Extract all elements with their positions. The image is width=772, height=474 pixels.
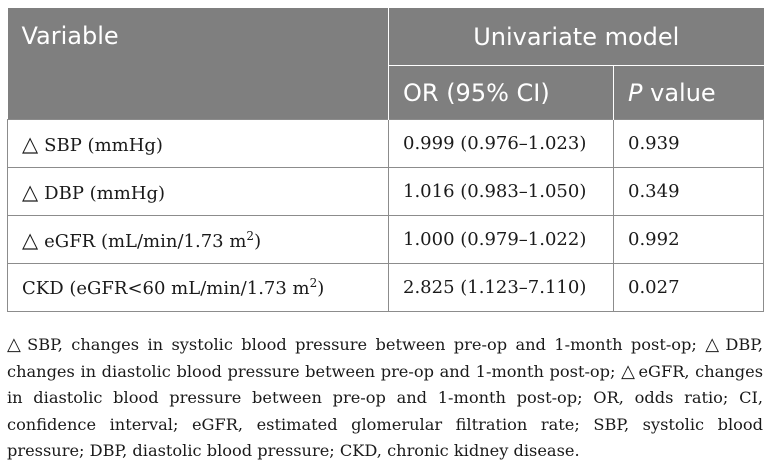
univariate-results-table: Variable Univariate model OR (95% CI) P … — [7, 8, 765, 312]
table-footnote: △ SBP, changes in systolic blood pressure… — [7, 334, 764, 461]
or-cell: 1.016 (0.983–1.050) — [388, 167, 614, 216]
delta-triangle-icon: △ — [22, 227, 39, 252]
variable-cell: △ SBP (mmHg) — [7, 119, 389, 168]
delta-triangle-icon: △ — [7, 334, 25, 355]
or-cell: 0.999 (0.976–1.023) — [388, 119, 614, 168]
results-table-container: Variable Univariate model OR (95% CI) P … — [7, 8, 765, 312]
header-p-value: P value — [612, 65, 764, 120]
table-row: CKD (eGFR<60 mL/min/1.73 m2) 2.825 (1.12… — [7, 263, 765, 312]
delta-triangle-icon: △ — [705, 334, 723, 355]
variable-cell: CKD (eGFR<60 mL/min/1.73 m2) — [7, 263, 389, 312]
variable-cell: △ eGFR (mL/min/1.73 m2) — [7, 215, 389, 264]
header-univariate-model: Univariate model — [388, 8, 764, 66]
header-variable: Variable — [7, 8, 389, 120]
variable-cell: △ DBP (mmHg) — [7, 167, 389, 216]
table-row: △ SBP (mmHg) 0.999 (0.976–1.023) 0.939 — [7, 119, 765, 168]
delta-triangle-icon: △ — [22, 131, 39, 156]
p-cell: 0.349 — [612, 167, 765, 216]
or-cell: 1.000 (0.979–1.022) — [388, 215, 614, 264]
table-row: △ eGFR (mL/min/1.73 m2) 1.000 (0.979–1.02… — [7, 215, 765, 264]
header-or: OR (95% CI) — [388, 65, 614, 120]
p-cell: 0.027 — [612, 263, 765, 312]
delta-triangle-icon: △ — [621, 360, 636, 382]
table-row: △ DBP (mmHg) 1.016 (0.983–1.050) 0.349 — [7, 167, 765, 216]
delta-triangle-icon: △ — [22, 179, 39, 204]
or-cell: 2.825 (1.123–7.110) — [388, 263, 614, 312]
p-cell: 0.992 — [612, 215, 765, 264]
p-cell: 0.939 — [612, 119, 765, 168]
